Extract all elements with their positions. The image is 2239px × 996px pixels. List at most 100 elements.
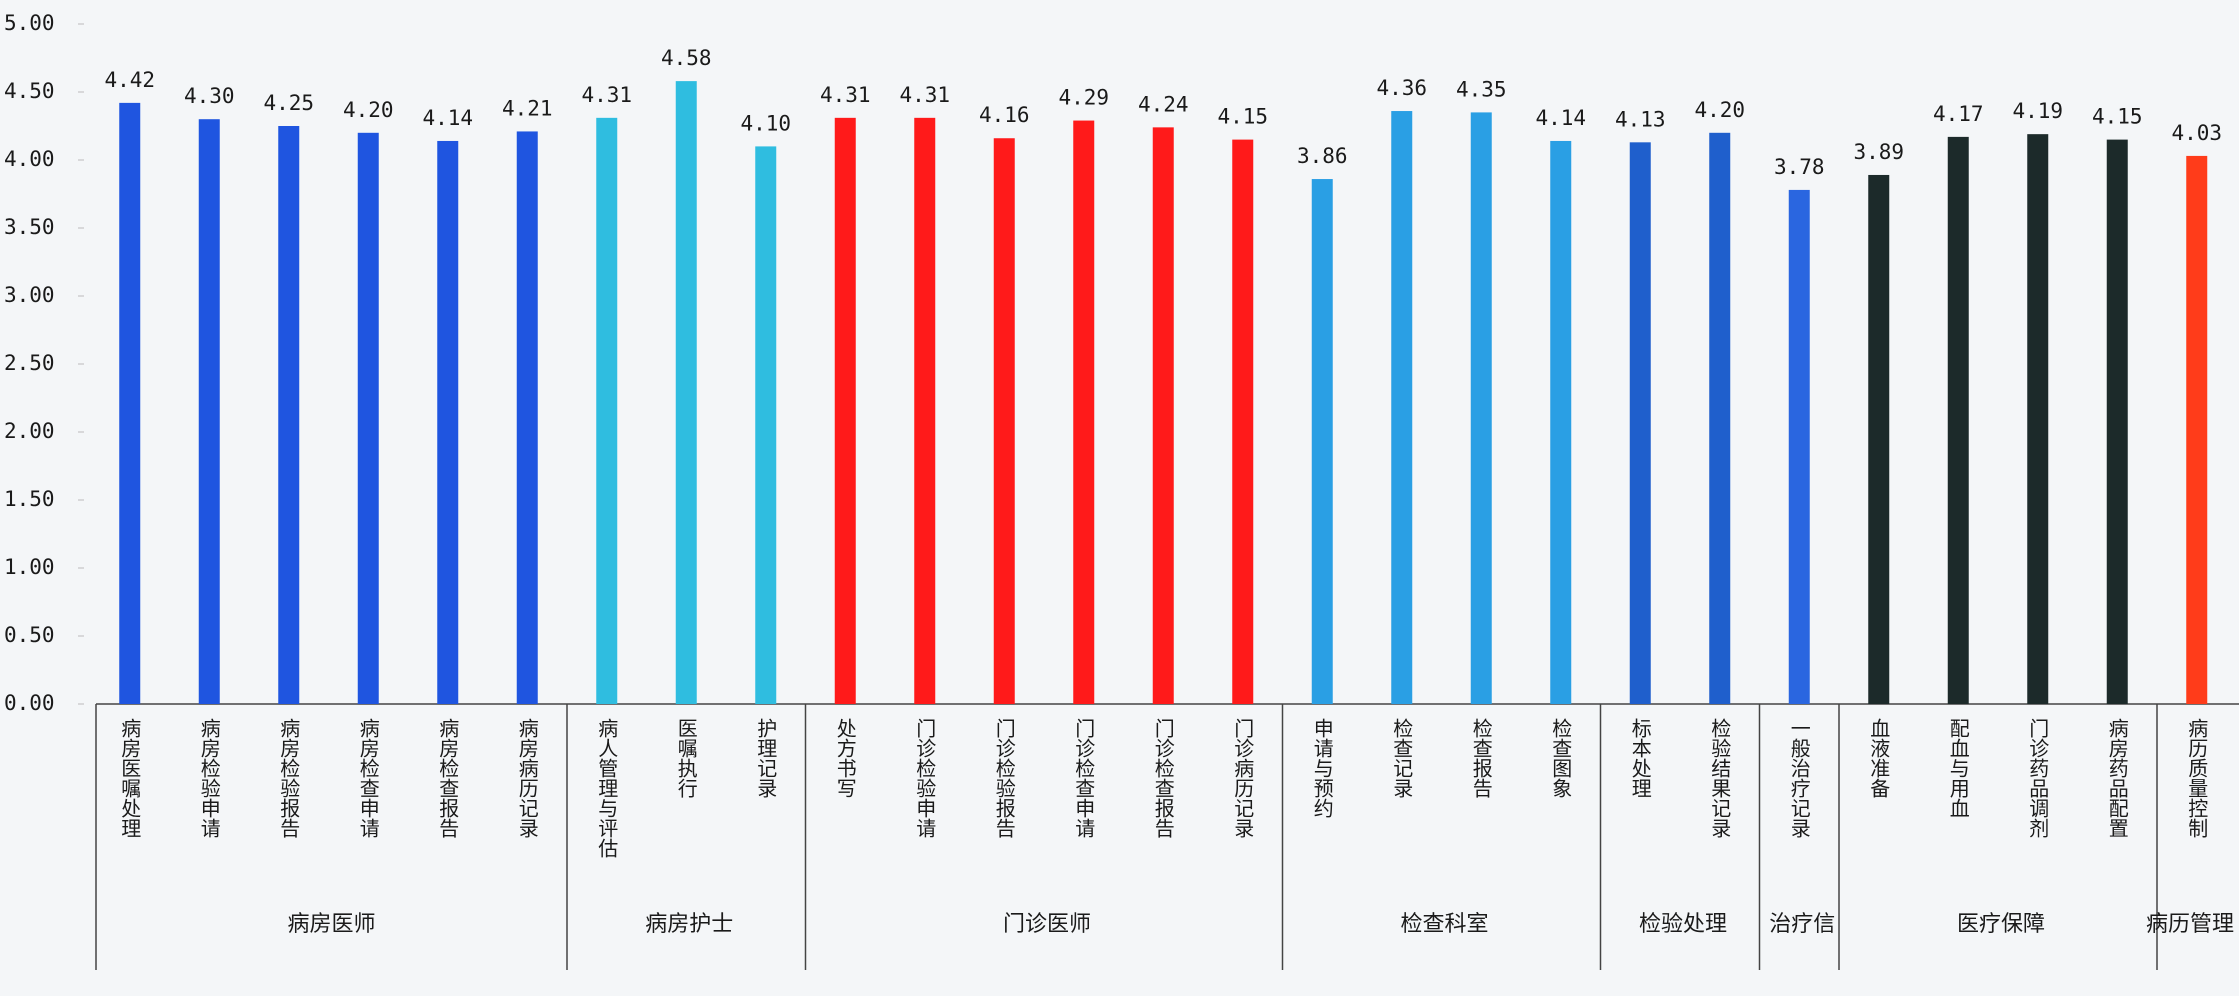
bar	[1391, 111, 1413, 705]
y-tick-label: 1.50	[4, 487, 55, 511]
value-label: 3.89	[1853, 140, 1904, 164]
y-tick-label: 1.00	[4, 555, 55, 579]
x-tick-label: 配血与用血	[1946, 718, 1970, 818]
bar	[1232, 139, 1254, 705]
bar	[516, 131, 538, 704]
value-label: 4.24	[1138, 92, 1189, 116]
x-tick-label: 检查记录	[1390, 718, 1414, 798]
x-tick-label: 病房检验报告	[277, 718, 301, 838]
group-label: 病房医师	[287, 912, 375, 937]
x-tick-label: 门诊病历记录	[1231, 718, 1255, 838]
value-label: 4.19	[2012, 99, 2063, 123]
x-tick-label: 申请与预约	[1310, 718, 1334, 818]
value-label: 4.36	[1376, 76, 1427, 100]
y-tick-label: 2.00	[4, 419, 55, 443]
y-tick-label: 2.50	[4, 351, 55, 375]
x-tick-label: 一般治疗记录	[1787, 718, 1811, 838]
value-label: 4.29	[1058, 86, 1109, 110]
x-tick-label: 病房医嘱处理	[118, 718, 142, 838]
value-label: 4.20	[343, 98, 394, 122]
bar	[2027, 134, 2049, 704]
group-label: 治疗信	[1769, 912, 1835, 937]
y-tick-label: 0.50	[4, 623, 55, 647]
y-tick-label: 0.00	[4, 691, 55, 715]
x-tick-label: 门诊药品调剂	[2026, 718, 2050, 838]
bar	[278, 126, 300, 704]
bar	[1947, 136, 1969, 704]
value-label: 4.31	[899, 83, 950, 107]
bar	[1470, 112, 1492, 704]
value-label: 4.35	[1456, 77, 1507, 101]
bar	[834, 117, 856, 705]
x-tick-label: 病房药品配置	[2105, 718, 2129, 838]
bar	[198, 119, 220, 704]
x-tick-label: 护理记录	[754, 718, 778, 798]
value-label: 3.78	[1774, 155, 1825, 179]
x-tick-label: 门诊检验报告	[992, 718, 1016, 838]
value-label: 4.31	[820, 83, 871, 107]
y-tick-label: 4.50	[4, 79, 55, 103]
x-tick-label: 医嘱执行	[674, 718, 698, 798]
value-label: 4.14	[422, 106, 473, 130]
x-tick-label: 病房检查报告	[436, 718, 460, 838]
x-tick-label: 检查图象	[1549, 718, 1573, 798]
group-label: 医疗保障	[1957, 912, 2045, 937]
y-tick-label: 5.00	[4, 11, 55, 35]
bar	[2106, 139, 2128, 705]
x-tick-label: 病房病历记录	[515, 718, 539, 838]
x-tick-label: 检验结果记录	[1708, 718, 1732, 838]
value-label: 4.15	[2092, 105, 2143, 129]
bar	[914, 117, 936, 705]
group-label: 检查科室	[1400, 912, 1488, 937]
bar	[596, 117, 618, 705]
value-label: 4.13	[1615, 107, 1666, 131]
group-label: 病历管理	[2146, 912, 2234, 937]
value-label: 4.31	[581, 83, 632, 107]
x-tick-label: 门诊检查申请	[1072, 718, 1096, 838]
bar	[1311, 179, 1333, 705]
bar	[357, 132, 379, 705]
bar	[993, 138, 1015, 705]
value-label: 4.21	[502, 96, 553, 120]
value-label: 4.15	[1217, 105, 1268, 129]
value-label: 3.86	[1297, 144, 1348, 168]
bar	[437, 140, 459, 704]
y-tick-label: 3.00	[4, 283, 55, 307]
bar	[1550, 140, 1572, 704]
bar	[1709, 132, 1731, 705]
bar	[1629, 142, 1651, 704]
bar	[1788, 189, 1810, 705]
group-label: 检验处理	[1639, 912, 1727, 937]
x-tick-label: 检查报告	[1469, 718, 1493, 798]
bar	[1073, 120, 1095, 704]
x-tick-label: 病房检验申请	[197, 718, 221, 838]
bar	[1868, 174, 1890, 704]
value-label: 4.03	[2171, 121, 2222, 145]
group-label: 病房护士	[645, 912, 733, 937]
bar	[119, 102, 141, 704]
x-tick-label: 标本处理	[1628, 718, 1652, 798]
x-tick-label: 门诊检查报告	[1151, 718, 1175, 838]
value-label: 4.17	[1933, 102, 1984, 126]
value-label: 4.30	[184, 84, 235, 108]
bar	[2186, 155, 2208, 705]
x-tick-label: 病人管理与评估	[595, 718, 619, 858]
x-tick-label: 门诊检验申请	[913, 718, 937, 838]
x-tick-label: 病房检查申请	[356, 718, 380, 838]
value-label: 4.14	[1535, 106, 1586, 130]
bar	[1152, 127, 1174, 705]
y-tick-label: 3.50	[4, 215, 55, 239]
y-tick-label: 4.00	[4, 147, 55, 171]
bar	[755, 146, 777, 704]
group-label: 门诊医师	[1003, 912, 1091, 937]
value-label: 4.10	[740, 111, 791, 135]
bar	[675, 81, 697, 705]
value-label: 4.42	[104, 68, 155, 92]
value-label: 4.25	[263, 91, 314, 115]
value-label: 4.16	[979, 103, 1030, 127]
x-tick-label: 处方书写	[833, 718, 857, 798]
x-tick-label: 血液准备	[1867, 718, 1891, 798]
x-tick-label: 病历质量控制	[2185, 718, 2209, 838]
value-label: 4.20	[1694, 98, 1745, 122]
